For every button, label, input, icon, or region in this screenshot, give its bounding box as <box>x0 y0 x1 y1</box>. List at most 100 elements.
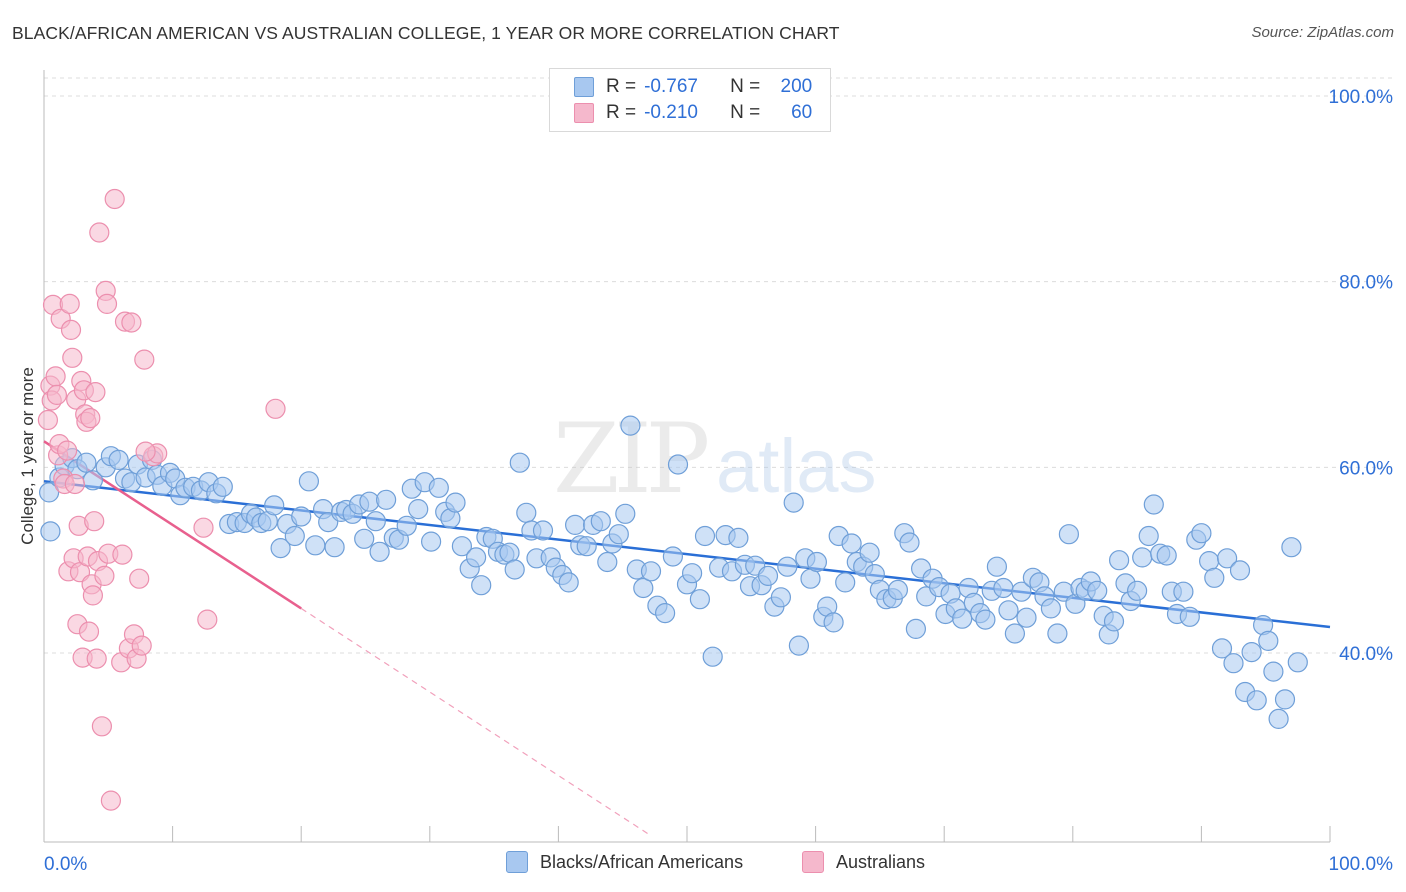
point-australians <box>37 409 59 431</box>
point-blacks <box>615 503 636 524</box>
point-blacks <box>905 618 927 640</box>
point-blacks <box>1138 525 1159 547</box>
point-blacks <box>662 546 684 567</box>
point-australians <box>131 635 152 656</box>
legend-swatch-blacks <box>574 77 594 97</box>
point-australians <box>265 398 286 419</box>
point-blacks <box>451 536 472 557</box>
point-blacks <box>788 635 810 656</box>
bottom-legend: Blacks/African Americans Australians <box>0 851 1406 877</box>
axes <box>43 70 1331 843</box>
point-blacks <box>1058 524 1080 545</box>
point-blacks <box>408 499 429 520</box>
point-blacks <box>558 572 579 593</box>
point-blacks <box>1156 545 1177 566</box>
legend-n-label: N = <box>730 102 761 123</box>
point-australians <box>45 366 66 387</box>
point-australians <box>121 312 142 333</box>
point-australians <box>78 621 100 642</box>
point-blacks <box>654 602 676 624</box>
point-blacks <box>1179 606 1200 627</box>
point-australians <box>197 609 218 630</box>
point-blacks <box>1241 641 1262 663</box>
point-blacks <box>471 575 492 596</box>
point-australians <box>91 716 113 737</box>
point-blacks <box>1047 623 1068 644</box>
bottom-legend-label-blacks: Blacks/African Americans <box>540 851 744 872</box>
point-blacks <box>38 482 60 503</box>
y-tick-label: 60.0% <box>1339 458 1393 479</box>
point-blacks <box>952 608 973 629</box>
point-blacks <box>1198 550 1220 572</box>
bottom-legend-label-australians: Australians <box>836 851 926 872</box>
point-blacks <box>1011 581 1032 602</box>
x-tick-labels: 0.0% 100.0% <box>44 854 1393 875</box>
point-blacks <box>1229 560 1251 581</box>
point-blacks <box>298 471 319 492</box>
chart-title: BLACK/AFRICAN AMERICAN VS AUSTRALIAN COL… <box>12 23 840 43</box>
point-australians <box>112 544 133 565</box>
point-blacks <box>1103 611 1125 632</box>
point-australians <box>86 648 107 669</box>
point-blacks <box>887 579 909 601</box>
y-tick-label: 80.0% <box>1339 273 1393 294</box>
x-tick-label: 0.0% <box>44 854 87 875</box>
point-australians <box>100 790 122 811</box>
point-blacks <box>998 600 1019 621</box>
point-australians <box>46 384 68 405</box>
point-blacks <box>1143 494 1164 515</box>
legend-r-label: R = <box>606 102 637 123</box>
point-australians <box>56 440 78 461</box>
point-australians <box>84 511 105 532</box>
point-blacks <box>702 646 723 667</box>
legend-row-blacks: R = -0.767 N = 200 <box>574 74 812 100</box>
point-blacks <box>1223 653 1244 674</box>
y-tick-labels: 40.0% 60.0% 80.0% 100.0% <box>1329 87 1394 665</box>
point-blacks <box>1211 638 1233 659</box>
point-blacks <box>993 577 1014 599</box>
point-blacks <box>1268 708 1289 730</box>
bottom-legend-swatch-blacks <box>506 851 528 873</box>
point-blacks <box>975 609 996 630</box>
trend-line-australians-extension <box>300 607 649 835</box>
point-australians <box>135 441 156 462</box>
point-blacks <box>1263 661 1284 682</box>
bottom-legend-item-australians[interactable]: Australians <box>802 851 925 873</box>
point-blacks <box>1287 652 1308 673</box>
point-blacks <box>1087 580 1108 601</box>
point-blacks <box>108 449 129 470</box>
watermark: ZIP atlas <box>553 403 877 515</box>
point-blacks <box>689 589 711 610</box>
point-australians <box>82 585 104 606</box>
point-blacks <box>859 542 880 563</box>
point-blacks <box>1108 550 1130 571</box>
point-blacks <box>777 556 798 577</box>
point-blacks <box>270 537 291 559</box>
bottom-legend-item-blacks[interactable]: Blacks/African Americans <box>506 851 743 873</box>
legend-n-label: N = <box>730 76 761 97</box>
point-australians <box>134 349 155 370</box>
point-australians <box>94 565 115 587</box>
point-blacks <box>1216 548 1238 569</box>
point-blacks <box>305 535 326 556</box>
point-blacks <box>516 502 537 523</box>
point-blacks <box>564 514 586 536</box>
point-blacks <box>620 415 641 436</box>
point-blacks <box>841 533 862 554</box>
point-blacks <box>694 525 716 547</box>
point-blacks <box>1132 547 1153 568</box>
point-blacks <box>1004 623 1026 644</box>
point-australians <box>89 222 110 243</box>
legend-n-value: 200 <box>780 76 813 97</box>
point-blacks <box>681 563 703 584</box>
point-blacks <box>291 506 312 527</box>
source-label: Source: ZipAtlas.com <box>1251 24 1394 41</box>
point-blacks <box>1274 689 1296 710</box>
point-blacks <box>359 491 380 512</box>
point-blacks <box>770 587 792 608</box>
legend-swatch-australians <box>574 103 594 123</box>
legend-r-value: -0.210 <box>644 102 698 123</box>
point-blacks <box>633 577 654 599</box>
point-blacks <box>1258 630 1279 652</box>
point-blacks <box>40 521 61 542</box>
